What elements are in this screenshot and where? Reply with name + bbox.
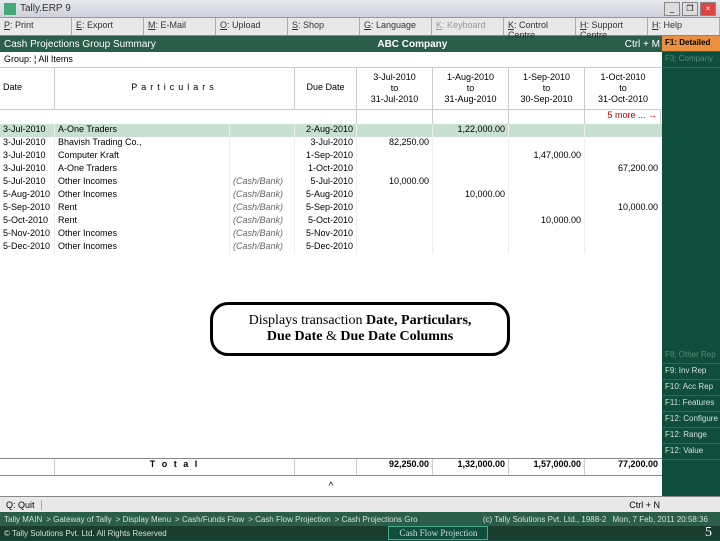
breadcrumb: Tally MAIN > Gateway of Tally > Display … (0, 512, 720, 526)
col-period-1: 1-Aug-2010to31-Aug-2010 (433, 68, 509, 109)
header-bar: Cash Projections Group Summary ABC Compa… (0, 36, 720, 52)
footer: © Tally Solutions Pvt. Ltd. All Rights R… (0, 526, 720, 540)
maximize-button[interactable]: ❐ (682, 2, 698, 16)
col-particulars: Particulars (55, 68, 295, 109)
side-btn[interactable]: F1: Detailed (662, 36, 720, 52)
side-btn[interactable]: F9: Inv Rep (662, 364, 720, 380)
side-panel: F1: DetailedF3: Company F8: Other RepF9: … (662, 36, 720, 512)
menu-ControlCentre[interactable]: K: Control Centre (504, 18, 576, 35)
side-btn[interactable]: F12: Value (662, 444, 720, 460)
page-number: 5 (705, 525, 720, 541)
close-button[interactable]: × (700, 2, 716, 16)
quit-bar: Q: Quit Ctrl + N (0, 496, 720, 512)
menu-Keyboard: K: Keyboard (432, 18, 504, 35)
copyright: © Tally Solutions Pvt. Ltd. All Rights R… (0, 529, 280, 538)
menu-Upload[interactable]: O: Upload (216, 18, 288, 35)
callout: Displays transaction Date, Particulars,D… (210, 302, 510, 356)
menu-Help[interactable]: H: Help (648, 18, 720, 35)
report-title: Cash Projections Group Summary (0, 39, 200, 50)
col-duedate: Due Date (295, 68, 357, 109)
menu-Export[interactable]: E: Export (72, 18, 144, 35)
menubar: P: PrintE: ExportM: E-MailO: UploadS: Sh… (0, 18, 720, 36)
total-row: T o t a l 92,250.00 1,32,000.00 1,57,000… (0, 458, 662, 476)
window-controls: _ ❐ × (664, 2, 716, 16)
menu-Shop[interactable]: S: Shop (288, 18, 360, 35)
menu-Print[interactable]: P: Print (0, 18, 72, 35)
table-row[interactable]: 5-Oct-2010Rent(Cash/Bank)5-Oct-201010,00… (0, 215, 662, 228)
titlebar: Tally.ERP 9 _ ❐ × (0, 0, 720, 18)
table-body: 3-Jul-2010A-One Traders2-Aug-20101,22,00… (0, 124, 662, 254)
group-filter[interactable]: Group: ¦ All Items (0, 52, 662, 68)
table-row[interactable]: 3-Jul-2010A-One Traders2-Aug-20101,22,00… (0, 124, 662, 137)
menu-EMail[interactable]: M: E-Mail (144, 18, 216, 35)
table-header: Date Particulars Due Date 3-Jul-2010to31… (0, 68, 662, 110)
more-columns-link[interactable]: 5 more ... → (585, 110, 661, 124)
table-row[interactable]: 3-Jul-2010Computer Kraft1-Sep-20101,47,0… (0, 150, 662, 163)
footer-label: Cash Flow Projection (388, 526, 488, 540)
caret-icon: ^ (0, 481, 662, 492)
side-btn[interactable]: F12: Configure (662, 412, 720, 428)
side-btn: F8: Other Rep (662, 348, 720, 364)
table-row[interactable]: 5-Nov-2010Other Incomes(Cash/Bank)5-Nov-… (0, 228, 662, 241)
main-area: Group: ¦ All Items Date Particulars Due … (0, 52, 662, 496)
table-row[interactable]: 5-Sep-2010Rent(Cash/Bank)5-Sep-201010,00… (0, 202, 662, 215)
table-row[interactable]: 5-Dec-2010Other Incomes(Cash/Bank)5-Dec-… (0, 241, 662, 254)
side-btn: F3: Company (662, 52, 720, 68)
col-date: Date (0, 68, 55, 109)
app-title: Tally.ERP 9 (20, 3, 664, 14)
quit-shortcut: Ctrl + N (629, 500, 720, 510)
app-icon (4, 3, 16, 15)
table-row[interactable]: 3-Jul-2010A-One Traders1-Oct-201067,200.… (0, 163, 662, 176)
col-period-3: 1-Oct-2010to31-Oct-2010 (585, 68, 661, 109)
col-period-0: 3-Jul-2010to31-Jul-2010 (357, 68, 433, 109)
side-btn[interactable]: F10: Acc Rep (662, 380, 720, 396)
company-name: ABC Company (200, 39, 625, 50)
menu-Language[interactable]: G: Language (360, 18, 432, 35)
more-columns-row: 5 more ... → (0, 110, 662, 124)
col-period-2: 1-Sep-2010to30-Sep-2010 (509, 68, 585, 109)
side-btn[interactable]: F12: Range (662, 428, 720, 444)
quit-button[interactable]: Q: Quit (0, 500, 42, 510)
table-row[interactable]: 5-Aug-2010Other Incomes(Cash/Bank)5-Aug-… (0, 189, 662, 202)
side-btn[interactable]: F11: Features (662, 396, 720, 412)
table-row[interactable]: 3-Jul-2010Bhavish Trading Co.,3-Jul-2010… (0, 137, 662, 150)
minimize-button[interactable]: _ (664, 2, 680, 16)
table-row[interactable]: 5-Jul-2010Other Incomes(Cash/Bank)5-Jul-… (0, 176, 662, 189)
menu-SupportCentre[interactable]: H: Support Centre (576, 18, 648, 35)
